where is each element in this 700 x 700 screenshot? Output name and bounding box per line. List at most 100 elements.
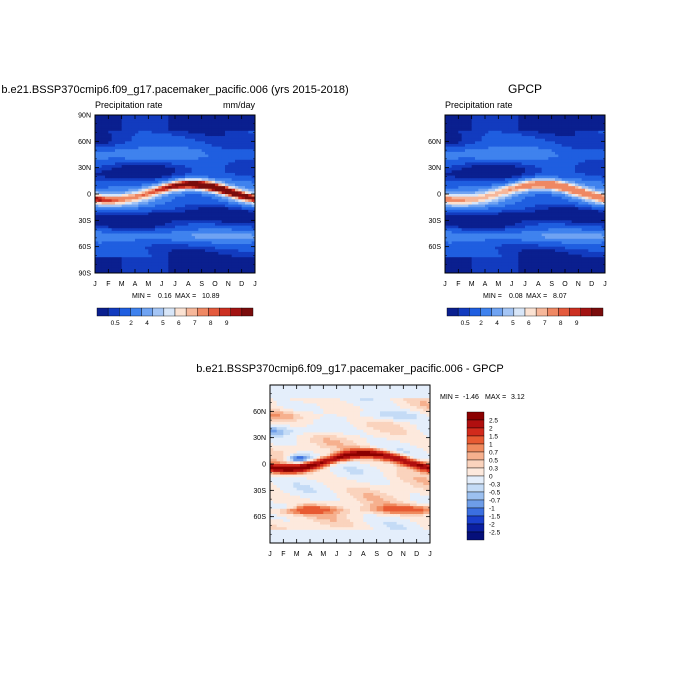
panel-model-cell (161, 159, 166, 163)
panel-gpcp-cell (531, 133, 536, 137)
panel-model-cell (241, 259, 246, 263)
panel-model-cell (225, 172, 229, 176)
panel-model-cell (128, 270, 133, 273)
panel-model-cell (211, 225, 216, 229)
panel-gpcp-cell (511, 233, 516, 237)
panel-gpcp-cell (501, 186, 506, 190)
panel-model-cell (211, 220, 216, 224)
panel-model-cell (138, 233, 143, 237)
panel-gpcp-cell (511, 167, 516, 171)
panel-gpcp-cell (531, 212, 536, 216)
panel-model-cell (141, 162, 146, 166)
panel-gpcp-cell (495, 204, 499, 208)
panel-gpcp-cell (461, 141, 466, 145)
panel-model-cell (105, 165, 109, 169)
panel-gpcp-cell (455, 175, 459, 179)
panel-model-cell (188, 186, 193, 190)
panel-model-cell (175, 151, 179, 155)
panel-gpcp-cell (531, 236, 536, 240)
panel-gpcp-cell (445, 228, 449, 232)
panel-gpcp-cell (475, 241, 479, 245)
panel-model-cell (188, 175, 193, 179)
panel-gpcp-cell (528, 136, 533, 140)
panel-gpcp-cell (471, 138, 476, 142)
panel-gpcp-cell (521, 244, 526, 248)
panel-model-cell (161, 222, 166, 226)
panel-gpcp-cell (448, 141, 453, 145)
panel-gpcp-cell (498, 196, 503, 200)
panel-gpcp-cell (465, 215, 469, 219)
panel-model-cell (111, 178, 116, 182)
panel-gpcp-cell (498, 265, 503, 269)
panel-gpcp-cell (548, 215, 553, 219)
panel-gpcp-cell (488, 188, 493, 192)
panel-gpcp-cell (531, 149, 536, 153)
panel-model-cell (231, 186, 236, 190)
panel-gpcp-cell (508, 138, 513, 142)
panel-gpcp-cell (468, 230, 473, 234)
panel-gpcp-cell (501, 207, 506, 211)
panel-model-cell (185, 217, 189, 221)
panel-model-cell (231, 246, 236, 250)
panel-model-cell (238, 175, 243, 179)
panel-gpcp-cell (455, 128, 459, 132)
panel-model-cell (198, 204, 203, 208)
panel-gpcp-cell (471, 172, 476, 176)
panel-model-cell (248, 199, 253, 203)
panel-gpcp-cell (468, 151, 473, 155)
panel-model-cell (205, 172, 209, 176)
panel-gpcp-cell (525, 157, 529, 161)
panel-model-cell (95, 120, 99, 124)
panel-model-cell (108, 125, 113, 129)
panel-model-cell (125, 162, 129, 166)
panel-model-cell (198, 254, 203, 258)
panel-model-cell (175, 201, 179, 205)
panel-model-cell (151, 162, 156, 166)
panel-model-cell (195, 157, 199, 161)
panel-gpcp-cell (511, 180, 516, 184)
panel-model-cell (148, 265, 153, 269)
panel-gpcp-cell (538, 133, 543, 137)
panel-gpcp-cell (485, 120, 489, 124)
panel-gpcp-cell (491, 251, 496, 255)
panel-gpcp-cell (518, 209, 523, 213)
panel-model-cell (225, 220, 229, 224)
panel-gpcp-cell (498, 130, 503, 134)
panel-gpcp-cell (541, 204, 546, 208)
panel-model-cell (158, 115, 163, 119)
panel-gpcp-cell (505, 162, 509, 166)
panel-gpcp-cell (535, 172, 539, 176)
panel-gpcp-cell (461, 207, 466, 211)
panel-model-cell (245, 149, 249, 153)
panel-model-cell (118, 204, 123, 208)
panel-gpcp-cell (481, 222, 486, 226)
panel-gpcp-cell (505, 220, 509, 224)
panel-gpcp-cell (511, 259, 516, 263)
panel-gpcp-cell (511, 146, 516, 150)
panel-gpcp-cell (498, 172, 503, 176)
panel-model-cell (238, 267, 243, 271)
panel-model-cell (168, 136, 173, 140)
panel-gpcp-cell (475, 267, 479, 271)
panel-gpcp-cell (555, 122, 559, 126)
panel-gpcp-cell (491, 241, 496, 245)
panel-model-cell (201, 141, 206, 145)
panel-model-cell (101, 183, 106, 187)
panel-model-cell (155, 162, 159, 166)
panel-model-cell (215, 154, 219, 158)
panel-gpcp-cell (518, 222, 523, 226)
panel-model-cell (251, 154, 255, 158)
panel-model-cell (158, 167, 163, 171)
panel-model-cell (135, 162, 139, 166)
panel-model-cell (151, 191, 156, 195)
panel-gpcp-cell (491, 230, 496, 234)
panel-model-cell (181, 115, 186, 119)
panel-gpcp-cell (478, 136, 483, 140)
panel-model-cell (98, 194, 103, 198)
panel-model-cell (221, 209, 226, 213)
panel-gpcp-cell (548, 251, 553, 255)
panel-gpcp-cell (495, 180, 499, 184)
panel-model-cell (101, 186, 106, 190)
panel-model-cell (181, 199, 186, 203)
panel-model-cell (221, 130, 226, 134)
